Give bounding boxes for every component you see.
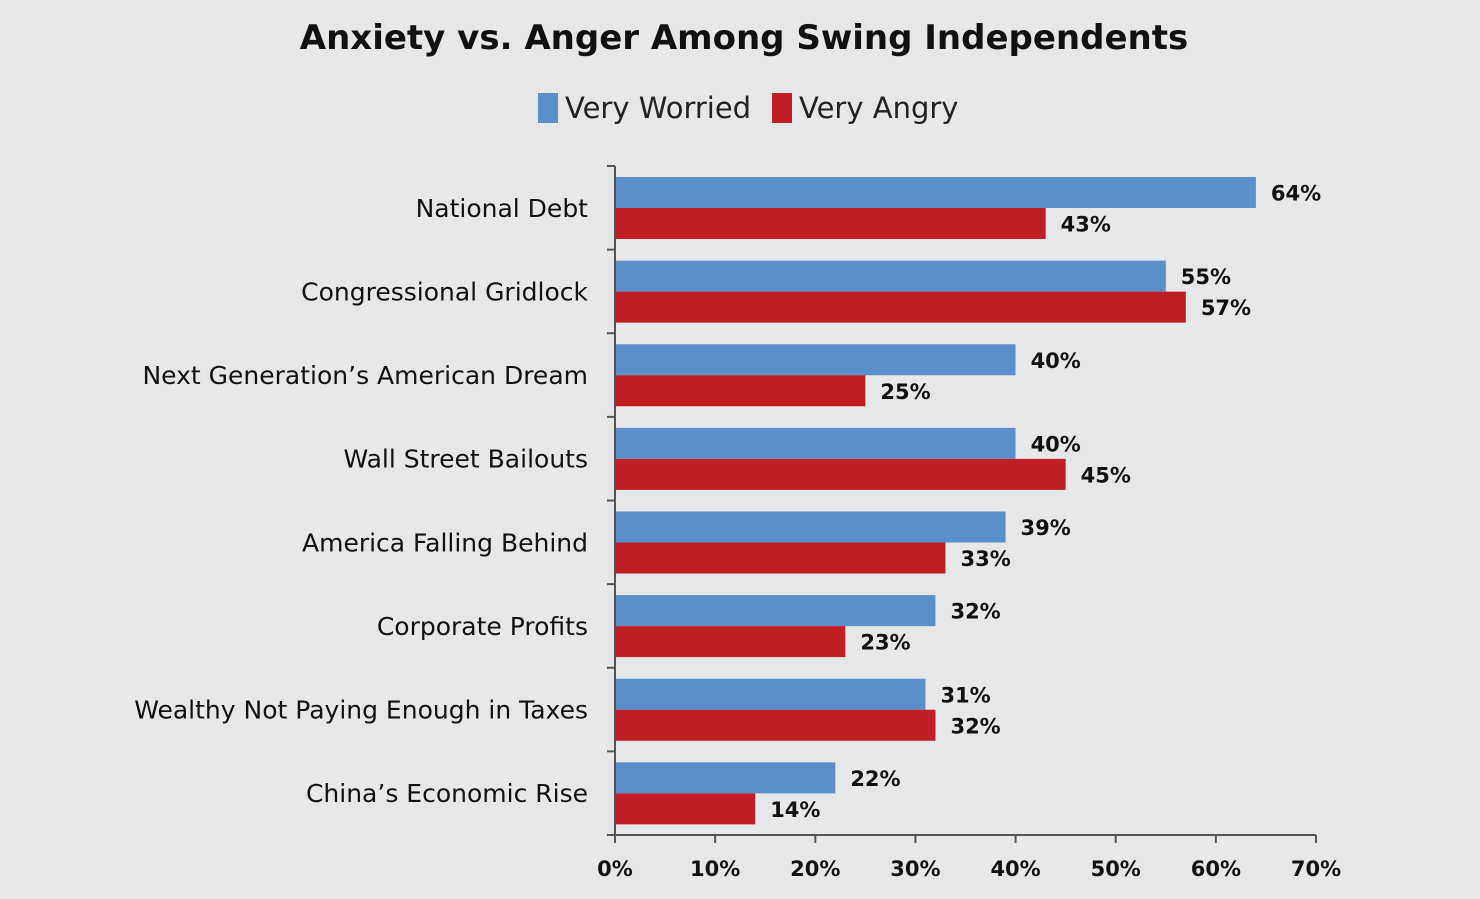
- data-label-very-worried-wealthy-not-paying-enough-in-taxes: 31%: [940, 683, 990, 707]
- category-label-wealthy-not-paying-enough-in-taxes: Wealthy Not Paying Enough in Taxes: [134, 696, 588, 725]
- legend: Very Worried Very Angry: [538, 91, 958, 125]
- x-tick-label: 50%: [1091, 857, 1141, 881]
- data-label-very-worried-next-generation-s-american-dream: 40%: [1031, 349, 1081, 373]
- data-label-very-angry-wall-street-bailouts: 45%: [1081, 463, 1131, 487]
- bar-very-worried-corporate-profits: [615, 595, 936, 627]
- bar-very-angry-corporate-profits: [615, 626, 846, 658]
- bar-very-angry-national-debt: [615, 208, 1046, 239]
- category-label-national-debt: National Debt: [416, 194, 589, 223]
- bar-very-angry-wealthy-not-paying-enough-in-taxes: [615, 709, 936, 741]
- data-label-very-worried-china-s-economic-rise: 22%: [850, 767, 900, 791]
- bar-very-worried-america-falling-behind: [615, 511, 1006, 543]
- data-label-very-worried-national-debt: 64%: [1271, 182, 1321, 206]
- x-tick-label: 0%: [597, 857, 633, 881]
- x-tick-label: 20%: [790, 857, 840, 881]
- legend-swatch-very-worried: [538, 93, 558, 123]
- data-label-very-angry-next-generation-s-american-dream: 25%: [880, 380, 930, 404]
- data-label-very-angry-america-falling-behind: 33%: [960, 547, 1010, 571]
- data-label-very-worried-corporate-profits: 32%: [950, 600, 1000, 624]
- x-tick-label: 10%: [690, 857, 740, 881]
- data-label-very-angry-national-debt: 43%: [1061, 213, 1111, 237]
- x-tick-label: 60%: [1191, 857, 1241, 881]
- plot-area: 64%43%55%57%40%25%40%45%39%33%32%23%31%3…: [615, 177, 1321, 825]
- data-label-very-angry-congressional-gridlock: 57%: [1201, 296, 1251, 320]
- legend-label-very-worried: Very Worried: [565, 91, 751, 125]
- bar-very-angry-congressional-gridlock: [615, 291, 1186, 323]
- data-label-very-angry-wealthy-not-paying-enough-in-taxes: 32%: [950, 714, 1000, 738]
- category-label-next-generation-s-american-dream: Next Generation’s American Dream: [142, 361, 588, 390]
- bar-very-worried-china-s-economic-rise: [615, 762, 836, 794]
- x-tick-label: 40%: [990, 857, 1040, 881]
- bar-very-angry-next-generation-s-american-dream: [615, 375, 866, 407]
- bar-very-worried-national-debt: [615, 177, 1256, 208]
- x-axis: 0% 10% 20% 30% 40% 50% 60% 70%: [597, 834, 1341, 881]
- bar-very-worried-congressional-gridlock: [615, 260, 1166, 292]
- y-axis: National Debt Congressional Gridlock Next …: [134, 165, 616, 836]
- category-label-wall-street-bailouts: Wall Street Bailouts: [343, 445, 588, 474]
- x-tick-label: 70%: [1291, 857, 1341, 881]
- data-label-very-angry-corporate-profits: 23%: [860, 631, 910, 655]
- bar-very-worried-next-generation-s-american-dream: [615, 344, 1016, 376]
- bar-very-angry-wall-street-bailouts: [615, 458, 1066, 490]
- legend-label-very-angry: Very Angry: [799, 91, 958, 125]
- bar-very-worried-wall-street-bailouts: [615, 427, 1016, 459]
- legend-swatch-very-angry: [772, 93, 792, 123]
- category-label-congressional-gridlock: Congressional Gridlock: [301, 277, 588, 306]
- bar-very-angry-china-s-economic-rise: [615, 793, 756, 825]
- data-label-very-angry-china-s-economic-rise: 14%: [770, 798, 820, 822]
- data-label-very-worried-wall-street-bailouts: 40%: [1031, 432, 1081, 456]
- data-label-very-worried-congressional-gridlock: 55%: [1181, 265, 1231, 289]
- x-tick-label: 30%: [890, 857, 940, 881]
- bar-very-worried-wealthy-not-paying-enough-in-taxes: [615, 678, 926, 710]
- data-label-very-worried-america-falling-behind: 39%: [1021, 516, 1071, 540]
- category-label-corporate-profits: Corporate Profits: [377, 612, 588, 641]
- chart-title: Anxiety vs. Anger Among Swing Independen…: [300, 18, 1188, 58]
- bar-very-angry-america-falling-behind: [615, 542, 946, 574]
- category-label-china-s-economic-rise: China’s Economic Rise: [306, 779, 588, 808]
- category-label-america-falling-behind: America Falling Behind: [302, 528, 588, 557]
